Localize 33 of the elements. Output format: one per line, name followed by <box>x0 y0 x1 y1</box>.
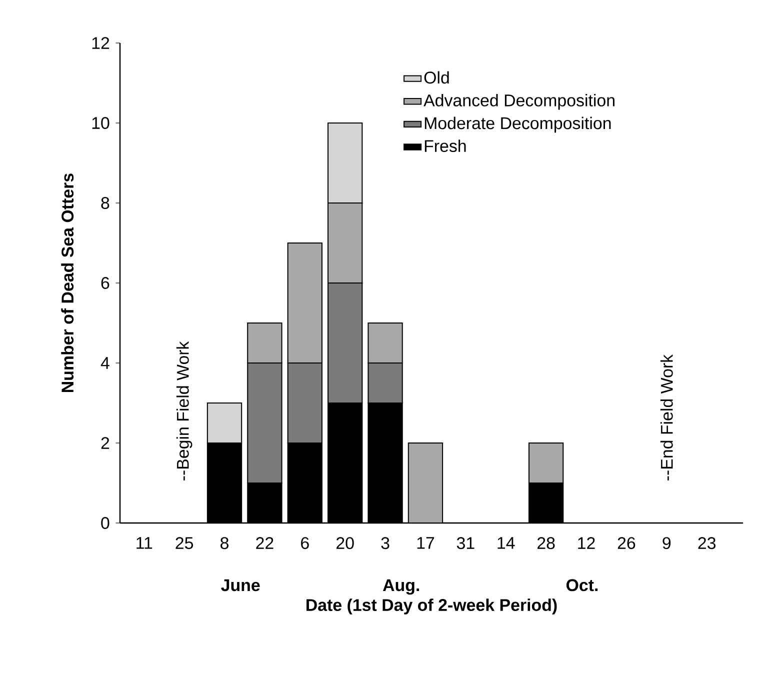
x-tick-label: 20 <box>336 537 354 550</box>
x-tick-label: 9 <box>662 537 671 550</box>
x-tick-label: 12 <box>578 537 595 549</box>
x-tick-label: 25 <box>176 537 194 550</box>
x-axis-title: Date (1st Day of 2-week Period) <box>306 598 557 614</box>
y-tick-label: 6 <box>101 277 110 289</box>
legend-label: Moderate Decomposition <box>424 116 611 133</box>
y-tick-label: 8 <box>101 197 110 209</box>
text: Oct. <box>566 579 598 592</box>
y-tick-label: 4 <box>100 357 110 369</box>
text: Aug. <box>382 579 420 595</box>
y-tick-label: 0 <box>101 517 110 530</box>
x-tick-label: 17 <box>417 537 434 549</box>
x-tick-label: 3 <box>381 537 390 550</box>
annotation: --Begin Field Work <box>176 341 192 480</box>
x-tick-label: 23 <box>698 537 716 550</box>
x-tick-label: 14 <box>498 537 515 549</box>
x-tick-label: 26 <box>618 537 636 550</box>
y-axis-title: Number of Dead Sea Otters <box>61 174 74 392</box>
y-tick-label: 12 <box>92 37 110 49</box>
x-tick-label: 8 <box>220 537 228 550</box>
legend-label: Old <box>424 71 449 84</box>
x-tick-label: 22 <box>256 537 274 549</box>
y-tick-label: 10 <box>92 117 110 129</box>
legend-label: Advanced Decomposition <box>424 94 614 110</box>
text: June <box>221 579 260 592</box>
x-tick-label: 28 <box>537 537 555 550</box>
x-tick-label: 31 <box>456 537 474 550</box>
legend-label: Fresh <box>424 140 466 152</box>
x-tick-label: 6 <box>301 537 309 550</box>
x-tick-label: 11 <box>136 537 152 549</box>
annotation: --End Field Work <box>660 354 673 480</box>
y-tick-label: 2 <box>101 437 110 449</box>
